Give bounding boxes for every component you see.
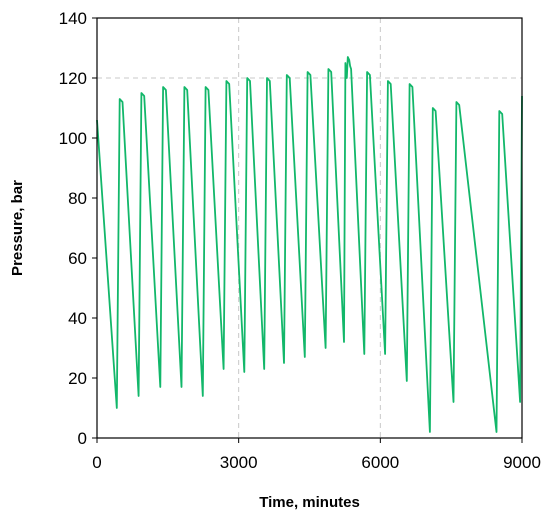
grid-lines (97, 18, 522, 438)
y-tick-label: 20 (68, 369, 87, 388)
x-tick-label: 0 (92, 453, 101, 472)
y-tick-label: 80 (68, 189, 87, 208)
y-tick-label: 140 (59, 9, 87, 28)
y-tick-label: 120 (59, 69, 87, 88)
x-tick-label: 6000 (361, 453, 399, 472)
x-axis-title: Time, minutes (259, 494, 360, 511)
y-tick-label: 100 (59, 129, 87, 148)
x-tick-label: 3000 (220, 453, 258, 472)
y-axis-title: Pressure, bar (9, 180, 26, 276)
y-tick-label: 40 (68, 309, 87, 328)
x-tick-label: 9000 (503, 453, 541, 472)
series-line-pressure (96, 56, 523, 433)
plot-area-border (96, 17, 523, 439)
y-tick-label: 60 (68, 249, 87, 268)
axis-ticks: 0 3000 6000 9000 0 20 40 60 80 100 120 140 (59, 9, 541, 472)
y-tick-label: 0 (78, 429, 87, 448)
